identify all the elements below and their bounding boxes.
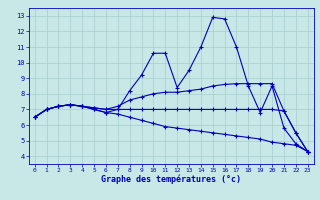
X-axis label: Graphe des températures (°c): Graphe des températures (°c) (101, 175, 241, 184)
